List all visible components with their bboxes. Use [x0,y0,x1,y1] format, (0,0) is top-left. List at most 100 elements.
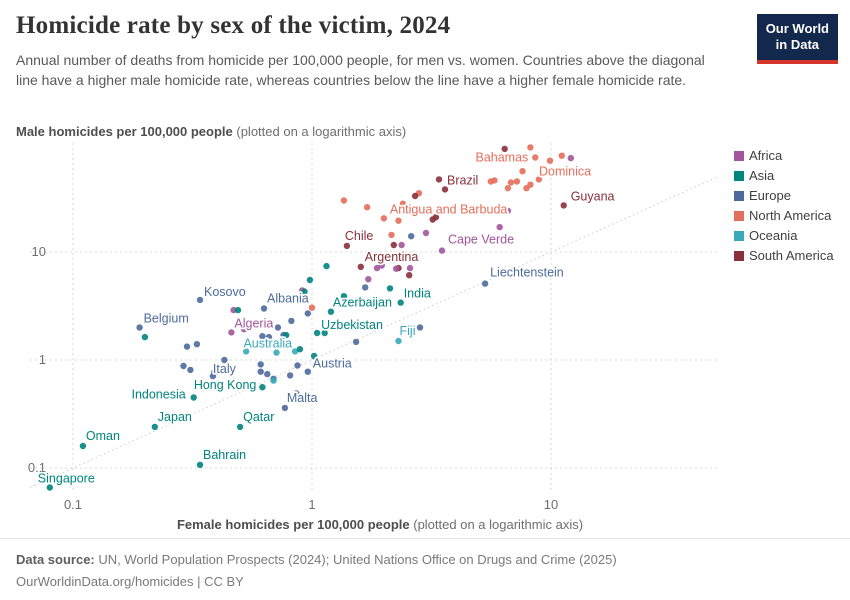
data-point-north-america[interactable] [363,204,371,211]
data-point-europe[interactable] [183,343,191,350]
data-point-europe[interactable] [408,233,415,240]
data-point-singapore[interactable] [46,484,53,491]
legend-item-oceania[interactable]: Oceania [734,228,834,243]
data-point-belgium[interactable] [136,324,143,331]
data-point-europe[interactable] [286,372,294,379]
data-point-europe[interactable] [209,372,217,380]
data-point-asia[interactable] [234,306,242,314]
data-point-north-america[interactable] [487,178,494,185]
data-point-africa[interactable] [373,264,381,272]
data-point-north-america[interactable] [513,178,521,185]
data-point-africa[interactable] [398,241,405,249]
data-point-south-america[interactable] [390,241,397,249]
legend-item-africa[interactable]: Africa [734,148,834,163]
data-point-south-america[interactable] [501,145,508,153]
data-point-africa[interactable] [393,265,400,272]
owid-logo[interactable]: Our World in Data [756,14,838,64]
data-point-fiji[interactable] [395,337,402,345]
data-point-europe[interactable] [304,310,311,317]
data-point-europe[interactable] [362,284,369,291]
data-point-africa[interactable] [422,229,430,237]
data-point-south-america[interactable] [432,214,440,221]
data-point-europe[interactable] [294,362,301,369]
data-point-north-america[interactable] [523,185,530,192]
data-point-liechtenstein[interactable] [481,280,489,287]
data-point-asia[interactable] [296,346,304,353]
owid-link[interactable]: OurWorldinData.org/homicides [16,574,194,590]
data-point-africa[interactable] [496,223,503,231]
data-point-europe[interactable] [257,361,264,368]
data-point-india[interactable] [397,299,404,306]
data-point-japan[interactable] [151,423,158,431]
data-point-north-america[interactable] [507,179,515,186]
data-point-asia[interactable] [340,293,348,300]
data-point-europe[interactable] [352,338,360,346]
data-point-europe[interactable] [265,333,273,341]
data-point-africa[interactable] [567,154,574,162]
data-point-bahrain[interactable] [196,461,204,468]
data-point-africa[interactable] [406,264,414,272]
data-point-asia[interactable] [386,285,394,292]
data-point-north-america[interactable] [519,168,526,175]
data-point-dominica[interactable] [546,157,554,164]
data-point-oceania[interactable] [242,348,250,355]
data-point-asia[interactable] [310,352,318,360]
data-point-asia[interactable] [323,262,330,270]
data-point-north-america[interactable] [395,217,402,224]
data-point-azerbaijan[interactable] [327,308,335,315]
data-point-africa[interactable] [378,262,385,269]
data-point-north-america[interactable] [388,231,395,239]
data-point-north-america[interactable] [558,152,565,159]
data-point-europe[interactable] [259,333,266,340]
data-point-hong-kong[interactable] [259,384,266,391]
data-point-europe[interactable] [416,324,424,331]
data-point-europe[interactable] [193,341,201,348]
data-point-asia[interactable] [240,381,248,388]
data-point-uzbekistan[interactable] [313,329,321,337]
data-point-europe[interactable] [187,366,194,374]
data-point-albania[interactable] [260,305,268,312]
legend-item-asia[interactable]: Asia [734,168,834,183]
data-point-north-america[interactable] [535,176,543,183]
data-point-australia[interactable] [291,348,299,355]
data-point-europe[interactable] [288,317,295,325]
data-point-bahamas[interactable] [532,154,539,161]
data-point-africa[interactable] [504,207,512,215]
data-point-asia[interactable] [283,331,290,339]
data-point-algeria[interactable] [228,329,235,336]
data-point-qatar[interactable] [236,423,244,431]
data-point-south-america[interactable] [406,272,413,279]
data-point-africa[interactable] [240,326,248,333]
data-point-austria[interactable] [304,368,311,375]
data-point-north-america[interactable] [527,144,534,151]
data-point-europe[interactable] [264,370,271,378]
data-point-south-america[interactable] [441,186,449,193]
legend-item-europe[interactable]: Europe [734,188,834,203]
data-point-north-america[interactable] [340,197,348,204]
data-point-oman[interactable] [79,442,87,450]
data-point-argentina[interactable] [357,263,364,270]
data-point-north-america[interactable] [504,185,512,192]
data-point-europe[interactable] [274,324,282,331]
data-point-italy[interactable] [221,356,228,364]
data-point-indonesia[interactable] [190,394,197,401]
data-point-asia[interactable] [141,333,149,341]
data-point-malta[interactable] [281,404,289,412]
data-point-brazil[interactable] [435,176,443,183]
data-point-chile[interactable] [343,242,351,250]
data-point-oceania[interactable] [273,349,280,356]
legend-item-north-america[interactable]: North America [734,208,834,223]
data-point-oceania[interactable] [270,377,277,384]
data-point-cape-verde[interactable] [438,247,446,254]
data-point-europe[interactable] [180,362,187,370]
data-point-africa[interactable] [230,306,237,314]
data-point-antigua-and-barbuda[interactable] [380,215,388,222]
data-point-guyana[interactable] [560,202,567,209]
data-point-europe[interactable] [293,390,300,397]
data-point-south-america[interactable] [411,192,419,200]
data-point-europe[interactable] [257,368,264,375]
data-point-north-america[interactable] [399,200,407,207]
data-point-asia[interactable] [306,276,314,284]
data-point-kosovo[interactable] [196,296,204,304]
data-point-africa[interactable] [365,276,372,283]
